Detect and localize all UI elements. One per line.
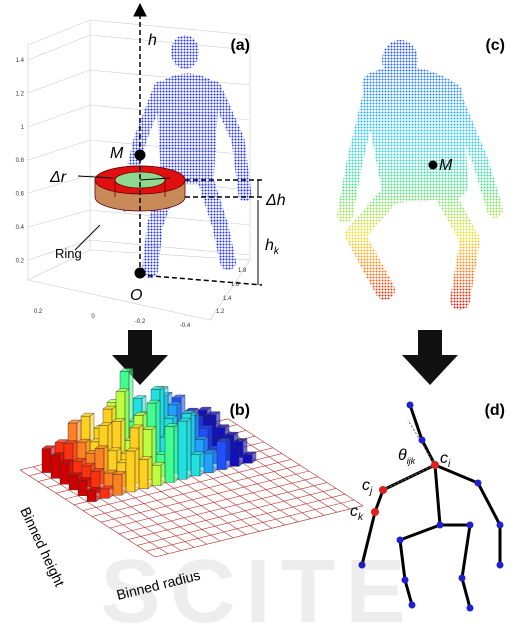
bin-bar: [113, 475, 122, 496]
label-dh: Δh: [265, 192, 286, 209]
y-tick-label: 1.6: [231, 282, 240, 288]
bin-side: [187, 418, 191, 479]
label-dr: Δr: [49, 169, 67, 186]
bin-bar: [60, 463, 69, 485]
label-o: O: [130, 287, 142, 304]
bin-side: [161, 462, 165, 485]
bin-bar: [78, 481, 87, 496]
bin-bar: [42, 449, 51, 473]
z-tick-label: 0.4: [16, 225, 25, 231]
bin-side: [174, 424, 178, 483]
panel-label: (d): [485, 402, 505, 419]
bin-side: [135, 448, 139, 492]
bin-side: [122, 472, 126, 496]
bin-bar: [69, 476, 78, 490]
bin-bar: [152, 465, 161, 485]
angle-lines: [383, 420, 435, 490]
arrows: [112, 330, 458, 385]
panel-label: (c): [485, 37, 505, 54]
label-theta: θijk: [398, 447, 416, 466]
bin-bar: [191, 455, 200, 476]
z-tick-label: 0.6: [16, 192, 25, 198]
x-tick-label: 0.2: [34, 309, 43, 315]
z-tick-label: 1.4: [16, 58, 25, 64]
z-tick-label: 0.2: [16, 258, 25, 264]
bin-bar: [100, 489, 109, 499]
y-tick-label: 1.2: [216, 309, 225, 315]
figure: (a) h M Δr Δh hk Ring O 1.4 1.2 1 0.8 0.6 0.4…: [0, 0, 515, 628]
x-tick-label: -0.2: [135, 319, 146, 325]
label-h: h: [148, 32, 157, 49]
label-ring: Ring: [55, 246, 82, 261]
y-tick-label: 1.8: [238, 268, 247, 274]
y-tick-label: 1.4: [223, 296, 232, 302]
watermark: SCITE: [100, 542, 415, 628]
bin-bar: [243, 455, 252, 463]
ring: [95, 166, 185, 211]
bin-bar: [230, 450, 239, 466]
bin-bar: [165, 427, 174, 483]
x-tick-label: 0: [91, 314, 95, 320]
bin-side: [200, 452, 204, 476]
bin-bar: [204, 453, 213, 473]
bin-side: [213, 450, 217, 473]
bin-bar: [178, 421, 187, 479]
bin-side: [148, 456, 152, 488]
bin-side: [239, 447, 243, 466]
panel-label: (a): [230, 37, 250, 54]
panel-label: (b): [230, 402, 250, 419]
axis-label: Binned height: [17, 505, 68, 589]
histogram-3d: [20, 368, 363, 557]
label-m: M: [439, 157, 453, 174]
bin-bar: [126, 451, 135, 492]
bin-bar: [51, 456, 60, 479]
x-tick-label: -0.4: [180, 323, 191, 329]
bin-side: [226, 439, 230, 470]
bin-bar: [217, 442, 226, 470]
label-hk: hk: [265, 237, 280, 257]
label-m: M: [110, 145, 124, 162]
z-tick-label: 0.8: [16, 158, 25, 164]
z-tick-label: 1: [21, 125, 25, 131]
z-tick-label: 1.2: [16, 91, 25, 97]
bin-bar: [139, 459, 148, 488]
bin-bar: [87, 490, 96, 501]
label-cj: cj: [362, 477, 373, 497]
